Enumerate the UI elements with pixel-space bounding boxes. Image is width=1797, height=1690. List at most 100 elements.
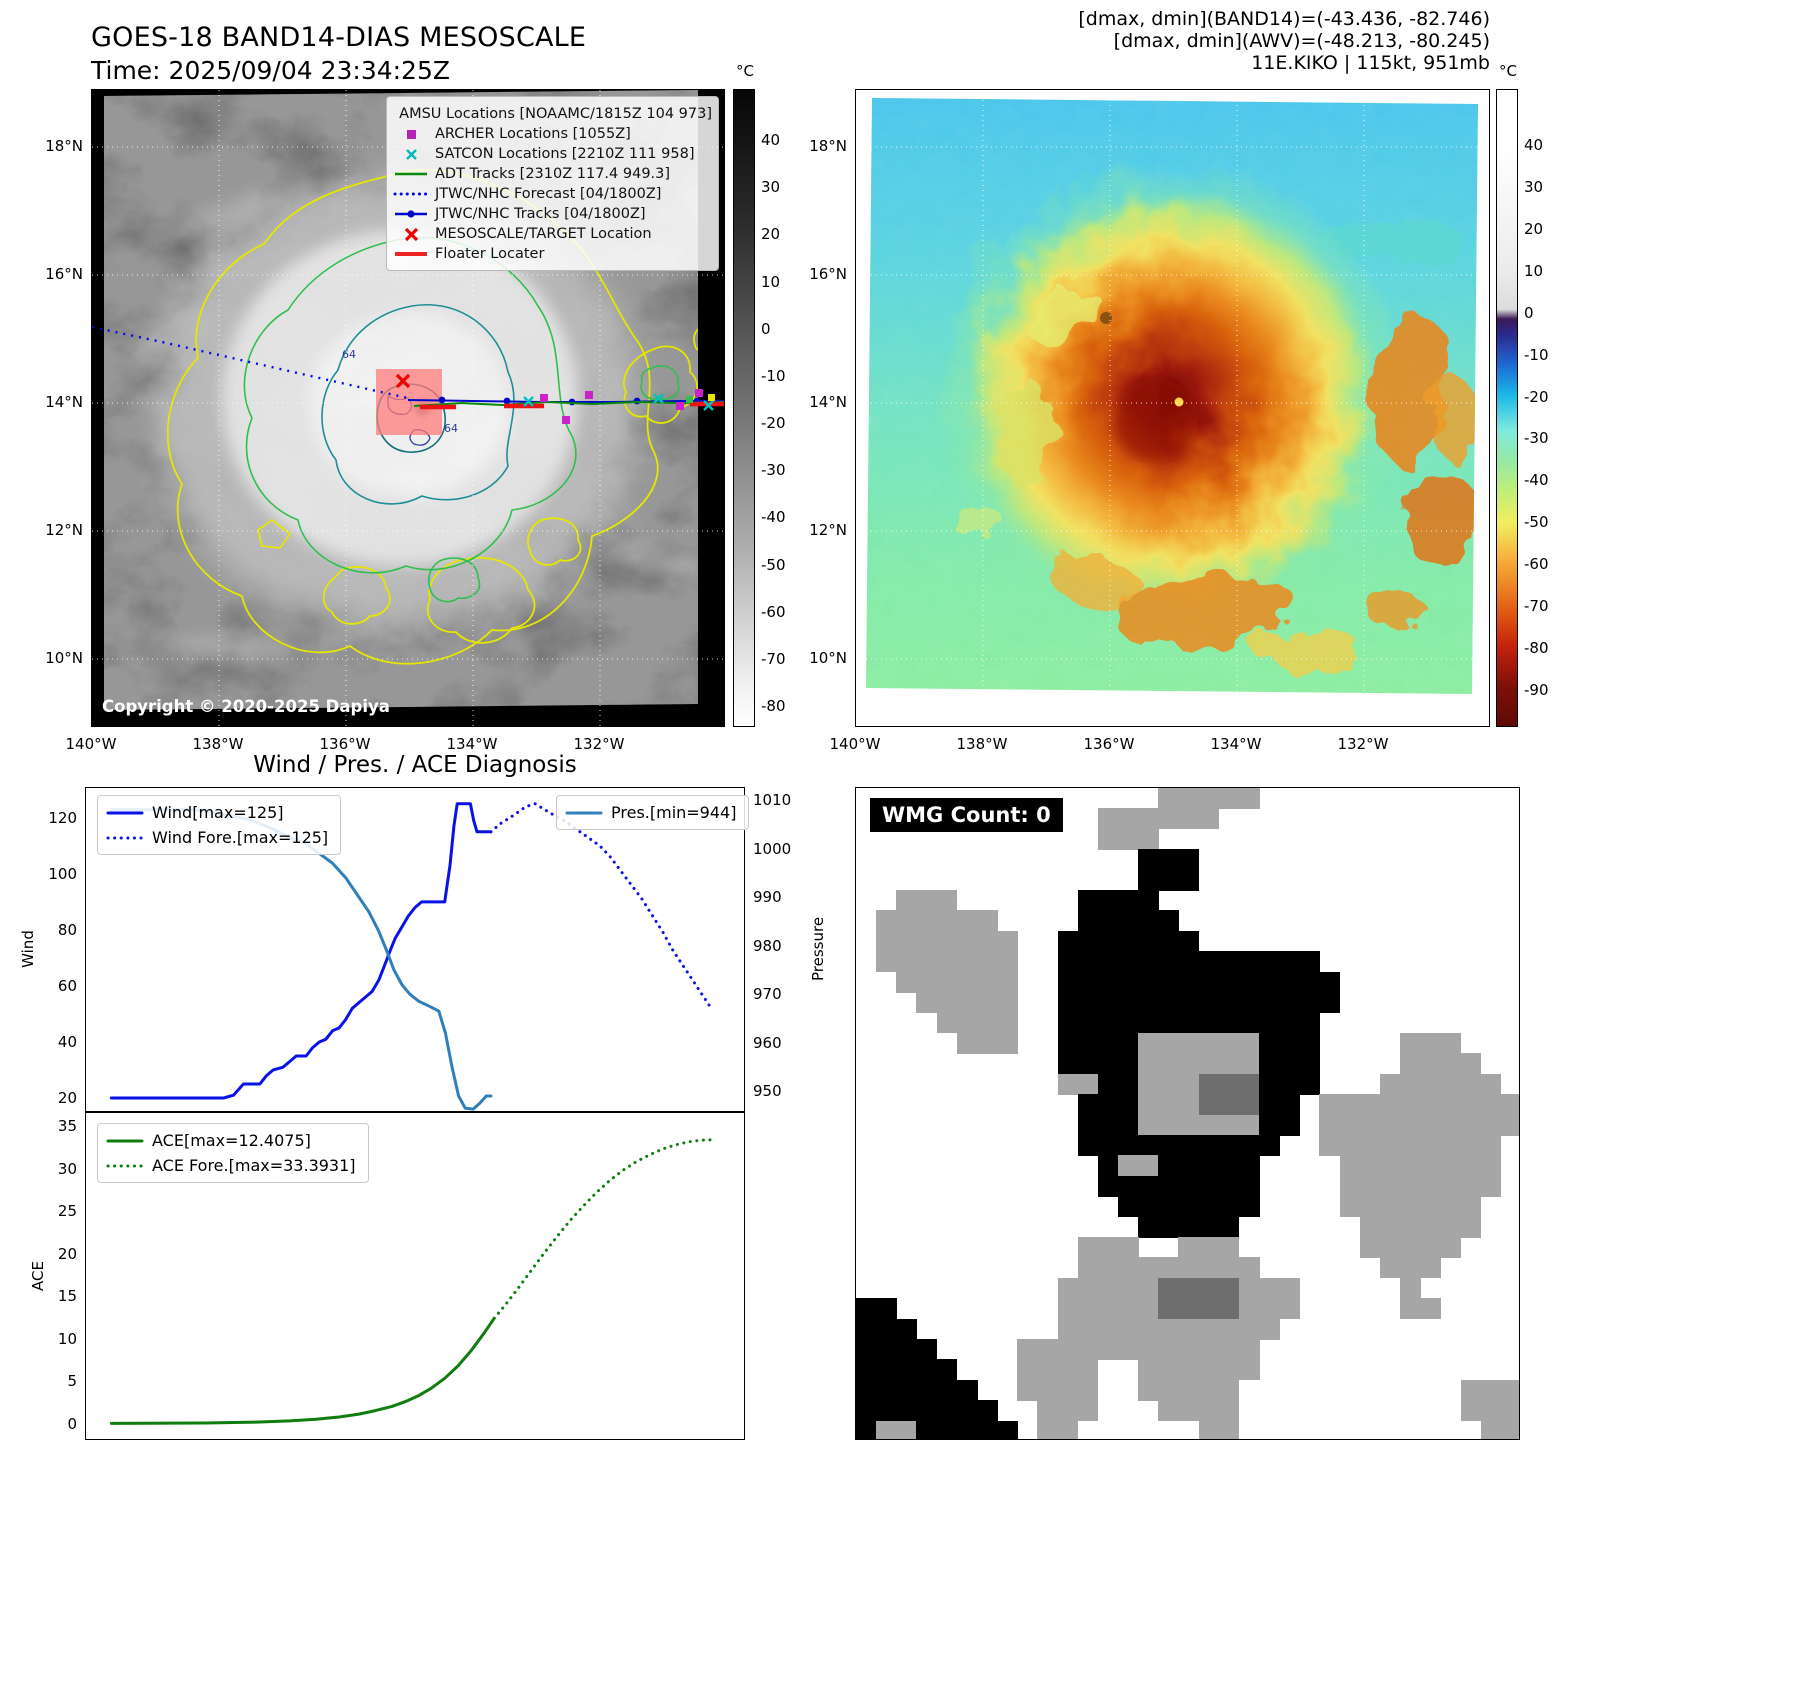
wmg-cell xyxy=(1279,1094,1300,1116)
wmg-cell xyxy=(1057,971,1079,993)
wmg-cell xyxy=(1420,1073,1441,1095)
wmg-cell xyxy=(1097,1134,1119,1156)
ytick-left: 35 xyxy=(57,1117,77,1136)
wmg-cell xyxy=(1218,1175,1240,1197)
wmg-cell xyxy=(1138,910,1159,932)
wmg-cell xyxy=(1198,1073,1220,1095)
wmg-cell xyxy=(976,1032,998,1054)
wmg-cell xyxy=(997,1032,1018,1054)
wmg-cell xyxy=(1077,1318,1099,1340)
wmg-cell xyxy=(1460,1073,1482,1095)
wmg-cell xyxy=(1097,1338,1119,1360)
wmg-cell xyxy=(1480,1073,1502,1095)
wmg-cell xyxy=(976,971,998,993)
wmg-cell xyxy=(1097,951,1119,973)
wmg-cell xyxy=(1158,1359,1180,1381)
wmg-cell xyxy=(1480,1379,1502,1401)
wmg-cell xyxy=(956,992,978,1014)
wmg-cell xyxy=(1400,1134,1421,1156)
wmg-cell xyxy=(936,1400,958,1422)
wmg-cell xyxy=(1077,1400,1099,1422)
wmg-cell xyxy=(1218,1216,1240,1238)
wmg-cell xyxy=(916,951,938,973)
wmg-cell xyxy=(1138,1196,1159,1218)
colorbar-tick-label: 0 xyxy=(1524,303,1534,322)
wmg-cell xyxy=(1480,1155,1502,1177)
lat-label: 16°N xyxy=(45,265,83,283)
wmg-cell xyxy=(856,1400,877,1422)
wmg-cell xyxy=(1117,1032,1139,1054)
wmg-cell xyxy=(1057,1298,1079,1320)
wmg-cell xyxy=(1238,1257,1260,1279)
wmg-cell xyxy=(936,971,958,993)
wmg-cell xyxy=(1400,1216,1421,1238)
wmg-cell xyxy=(1138,1298,1159,1320)
awv-colorbar-unit: °C xyxy=(1499,62,1517,80)
wmg-cell xyxy=(876,910,897,932)
wmg-cell xyxy=(1158,1277,1180,1299)
lon-label: 140°W xyxy=(829,735,881,753)
lat-label: 10°N xyxy=(45,649,83,667)
lat-label: 16°N xyxy=(809,265,847,283)
lon-label: 134°W xyxy=(446,735,498,753)
wmg-cell xyxy=(1138,1073,1159,1095)
colorbar-tick-label: 10 xyxy=(1524,261,1544,280)
wmg-cell xyxy=(1400,1073,1421,1095)
wmg-cell xyxy=(1238,1012,1260,1034)
wmg-cell xyxy=(1400,1277,1421,1299)
wmg-cell xyxy=(1259,971,1280,993)
wmg-cell xyxy=(1017,1379,1038,1401)
wmg-cell xyxy=(956,1379,978,1401)
wmg-cell xyxy=(1117,1155,1139,1177)
ace-legend: ACE[max=12.4075] ACE Fore.[max=33.3931] xyxy=(97,1123,369,1183)
wmg-cell xyxy=(1440,1032,1462,1054)
wmg-cell xyxy=(1218,1094,1240,1116)
wmg-cell xyxy=(1480,1400,1502,1422)
colorbar-tick-label: -60 xyxy=(761,602,786,621)
wmg-cell xyxy=(1259,1114,1280,1136)
wmg-cell xyxy=(1158,869,1180,891)
colorbar-tick-label: -40 xyxy=(1524,471,1549,490)
wmg-cell xyxy=(1359,1134,1381,1156)
legend-entry: ACE Fore.[max=33.3931] xyxy=(106,1155,356,1176)
wmg-cell xyxy=(956,1032,978,1054)
wmg-cell xyxy=(1178,1094,1200,1116)
wmg-cell xyxy=(1420,1134,1441,1156)
wmg-cell xyxy=(1097,808,1119,830)
wmg-cell xyxy=(1420,1053,1441,1075)
wmg-cell xyxy=(1379,1094,1401,1116)
wmg-cell xyxy=(1117,1277,1139,1299)
wmg-cell xyxy=(876,1359,897,1381)
wmg-cell xyxy=(1198,1155,1220,1177)
wmg-cell xyxy=(1238,1134,1260,1156)
wmg-cell xyxy=(1097,1236,1119,1258)
wmg-cell xyxy=(1259,1032,1280,1054)
wmg-cell xyxy=(1057,1277,1079,1299)
wmg-cell xyxy=(1178,1114,1200,1136)
wmg-cell xyxy=(1158,1012,1180,1034)
wmg-cell xyxy=(1138,808,1159,830)
wmg-cell xyxy=(997,971,1018,993)
wmg-cell xyxy=(1178,1032,1200,1054)
wmg-cell xyxy=(1138,1175,1159,1197)
wmg-cell xyxy=(1218,1379,1240,1401)
wmg-cell xyxy=(1339,1175,1361,1197)
wmg-cell xyxy=(1299,1032,1321,1054)
wmg-cell xyxy=(956,1420,978,1439)
wmg-cell xyxy=(1238,1318,1260,1340)
wmg-cell xyxy=(1400,1298,1421,1320)
wmg-cell xyxy=(1480,1114,1502,1136)
adt-track-line xyxy=(413,400,724,407)
wmg-cell xyxy=(1339,1196,1361,1218)
satcon-markers xyxy=(523,393,714,411)
wmg-cell xyxy=(1178,1318,1200,1340)
wmg-cell xyxy=(876,1379,897,1401)
wmg-cell xyxy=(1299,1073,1321,1095)
wmg-cell xyxy=(1158,1114,1180,1136)
wmg-cell xyxy=(1400,1196,1421,1218)
band14-colorbar-unit: °C xyxy=(736,62,754,80)
wmg-cell xyxy=(1057,992,1079,1014)
band14-title: GOES-18 BAND14-DIAS MESOSCALE xyxy=(91,22,587,53)
wmg-cell xyxy=(1420,1155,1441,1177)
wmg-cell xyxy=(896,1338,918,1360)
